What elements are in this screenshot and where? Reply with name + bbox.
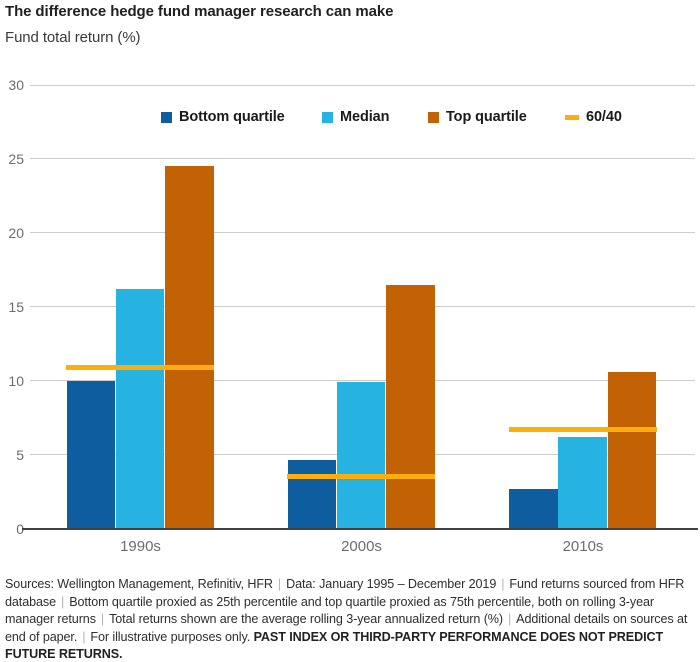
footnote-segment: Fund returns sourced from HFR database [5,577,685,609]
chart-subtitle: Fund total return (%) [5,29,141,46]
y-tick-label-0: 0 [16,520,24,537]
bar-top-quartile-1990s [165,166,214,529]
chart-title: The difference hedge fund manager resear… [5,3,394,20]
footnote-segment: Bottom quartile proxied as 25th percenti… [5,594,654,627]
footnote-separator: | [61,594,65,609]
footnote-separator: | [501,577,505,591]
legend-item-bottom-quartile: Bottom quartile [161,109,285,125]
gridline-y-15 [30,306,695,308]
target-line-60-40-2000s [287,474,435,480]
footnote-segment: Sources: Wellington Management, Refiniti… [5,577,273,591]
legend-item-median: Median [322,109,390,125]
footnote-segment: Additional details on sources at end of … [5,612,688,644]
footnote-segment: Total returns shown are the average roll… [109,612,503,626]
footnote: Sources: Wellington Management, Refiniti… [5,576,696,662]
category-label-2000s: 2000s [341,538,382,555]
y-tick-label-30: 30 [8,77,24,93]
bar-median-2010s [558,436,607,529]
footnote-separator: | [82,629,86,644]
footnote-bold-disclaimer: PAST INDEX OR THIRD-PARTY PERFORMANCE DO… [5,629,664,662]
bar-bottom-quartile-1990s [66,380,116,529]
category-label-2010s: 2010s [562,538,604,555]
legend-label: Median [340,109,390,125]
legend-item-60-40: 60/40 [565,109,622,125]
footnote-segment: For illustrative purposes only. [90,629,251,644]
y-tick-label-15: 15 [8,298,24,315]
footnote-separator: | [508,612,512,626]
gridline-y-10 [30,380,695,382]
legend-item-top-quartile: Top quartile [428,109,527,125]
footnote-separator: | [277,577,282,591]
gridline-y-25 [30,158,695,160]
footnote-separator: | [100,612,105,626]
y-tick-label-5: 5 [16,446,24,463]
legend-swatch-icon [322,111,333,123]
gridline-y-30 [30,84,695,86]
bar-bottom-quartile-2000s [287,460,337,529]
bar-bottom-quartile-2010s [509,488,558,529]
legend-label: Bottom quartile [179,109,285,125]
legend-dash-icon [565,114,579,120]
y-tick-label-10: 10 [8,372,24,389]
category-label-1990s: 1990s [120,538,161,555]
gridline-y-20 [30,232,695,234]
target-line-60-40-1990s [66,364,214,370]
bar-median-2000s [336,382,386,529]
x-axis-line [22,527,698,530]
target-line-60-40-2010s [508,426,657,432]
legend-label: 60/40 [586,109,622,125]
footnote-segment: Data: January 1995 – December 2019 [286,577,497,591]
bar-top-quartile-2000s [386,284,435,529]
y-tick-label-25: 25 [8,150,24,167]
bar-top-quartile-2010s [607,371,657,529]
legend-label: Top quartile [446,109,527,125]
legend-swatch-icon [428,111,439,123]
y-tick-label-20: 20 [8,224,24,241]
legend-swatch-icon [161,111,172,123]
bar-median-1990s [115,289,165,529]
